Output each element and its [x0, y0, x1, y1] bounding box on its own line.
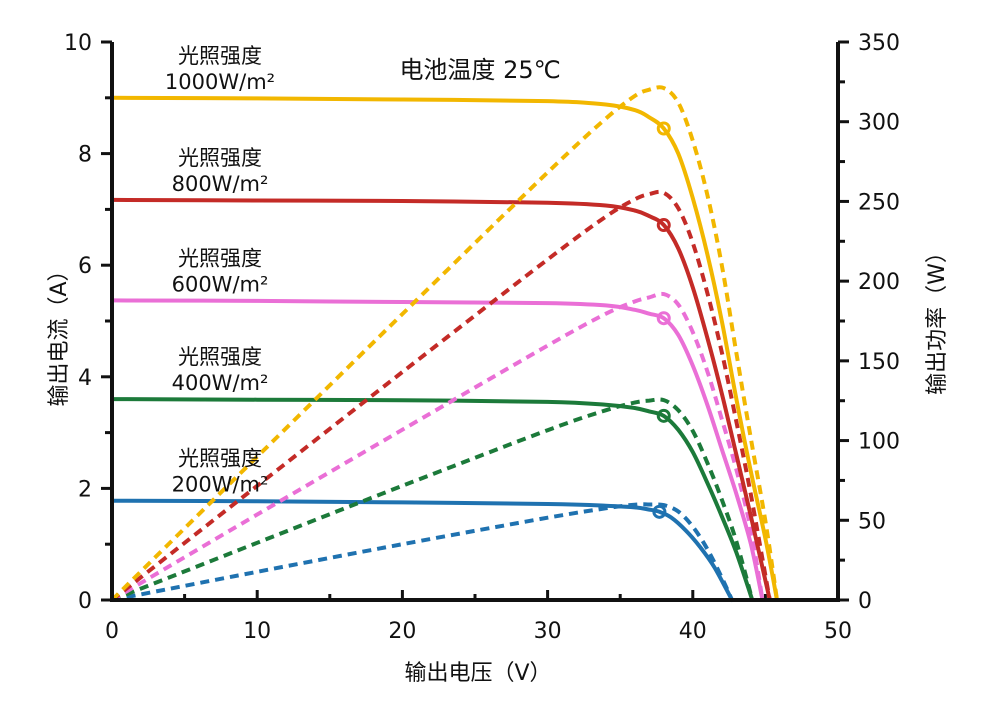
y2-tick-label: 350: [858, 31, 900, 56]
power-curve: [110, 189, 772, 602]
series-label-line1: 光照强度: [178, 146, 262, 170]
power-curve: [111, 397, 755, 602]
current-curve: [110, 397, 755, 602]
max-power-point-marker: [656, 218, 671, 233]
x-tick-label: 10: [243, 619, 271, 644]
series-label-line2: 200W/m²: [172, 473, 269, 497]
max-power-point-marker: [652, 504, 667, 519]
current-curve: [110, 298, 765, 602]
y2-tick-label: 250: [858, 190, 900, 215]
y-tick-label: 6: [78, 254, 92, 279]
series-label-line1: 光照强度: [178, 345, 262, 369]
power-curve: [110, 85, 779, 602]
max-power-point-marker: [656, 408, 671, 423]
max-power-point-marker: [656, 311, 671, 326]
x-tick-label: 40: [679, 619, 707, 644]
x-tick-label: 50: [824, 619, 852, 644]
max-power-point-marker: [656, 121, 671, 136]
power-curve: [110, 291, 765, 602]
y-tick-label: 10: [64, 31, 92, 56]
y2-tick-label: 200: [858, 270, 900, 295]
x-tick-label: 20: [388, 619, 416, 644]
series-label-line2: 1000W/m²: [165, 70, 275, 94]
axes: [110, 42, 840, 602]
y2-tick-label: 100: [858, 430, 900, 455]
power-curve: [111, 502, 734, 602]
y-tick-label: 2: [78, 477, 92, 502]
y-tick-label: 4: [78, 366, 92, 391]
series-layer: [110, 85, 779, 602]
x-tick-label: 30: [534, 619, 562, 644]
y2-tick-label: 300: [858, 111, 900, 136]
y-tick-label: 0: [78, 589, 92, 614]
current-curve: [110, 95, 779, 602]
series-label-line1: 光照强度: [178, 246, 262, 270]
current-curve: [110, 197, 772, 602]
x-tick-label: 0: [105, 619, 119, 644]
series-label-line2: 600W/m²: [172, 272, 269, 296]
y2-tick-label: 150: [858, 350, 900, 375]
y-tick-label: 8: [78, 143, 92, 168]
series-labels: 光照强度1000W/m²光照强度800W/m²光照强度600W/m²光照强度40…: [165, 44, 275, 497]
series-label-line1: 光照强度: [178, 44, 262, 68]
x-axis-title: 输出电压（V）: [404, 661, 551, 686]
y2-axis-title: 输出功率（W）: [925, 241, 950, 395]
y-axis-title: 输出电流（A）: [47, 259, 72, 406]
chart-title: 电池温度 25℃: [399, 56, 560, 84]
y2-tick-label: 0: [858, 589, 872, 614]
series-label-line2: 800W/m²: [172, 172, 269, 196]
current-curve: [110, 498, 734, 602]
series-label-line1: 光照强度: [178, 447, 262, 471]
y2-tick-label: 50: [858, 509, 886, 534]
series-label-line2: 400W/m²: [172, 371, 269, 395]
